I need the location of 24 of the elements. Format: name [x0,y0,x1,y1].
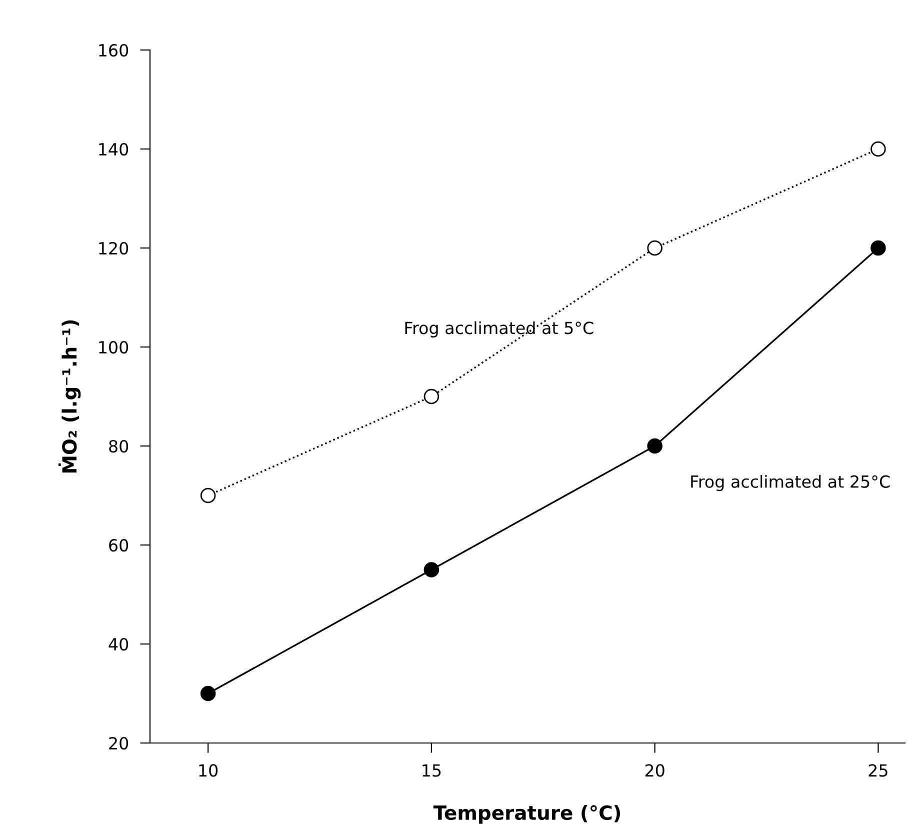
y-tick-label: 60 [109,538,128,552]
x-tick-label: 20 [645,764,664,777]
text: Frog acclimated at 25°C [691,475,890,492]
point [424,562,440,578]
point [870,141,886,157]
x-tick-label: 10 [199,764,218,777]
y-tick-label: 100 [99,340,128,354]
point [647,240,662,256]
y-tick-label: 120 [99,242,128,255]
point [870,240,886,256]
y-tick-label: 40 [108,638,128,651]
y-tick-label: 80 [109,440,128,453]
x-tick-label: 25 [868,764,888,777]
y-tick-label: 140 [99,142,128,156]
series-label: Frog acclimated at 5°C [405,321,594,338]
point [424,388,440,404]
point [200,686,216,702]
point [200,488,216,504]
x-tick-label: 15 [422,764,441,777]
x-axis-title: Temperature (°C) [433,804,620,824]
y-tick-label: 160 [99,44,128,57]
y-axis-title: ṀO₂ (l.g⁻¹.h⁻¹) [58,320,81,473]
y-tick-label: 20 [109,736,128,750]
point [647,438,662,454]
